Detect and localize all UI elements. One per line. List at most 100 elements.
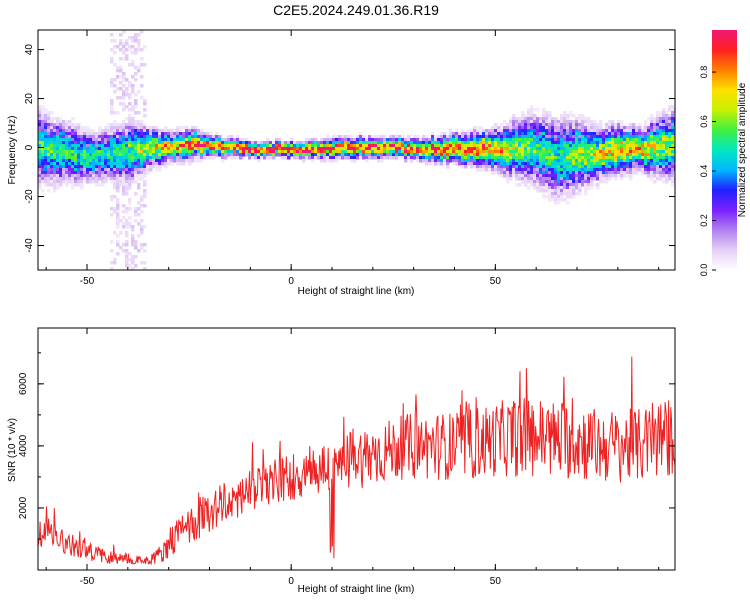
spectrogram-cell bbox=[518, 126, 522, 130]
y-tick-label: 2000 bbox=[18, 496, 29, 519]
spectrogram-cell bbox=[404, 150, 408, 154]
spectrogram-cell bbox=[470, 153, 474, 157]
spectrogram-cell bbox=[557, 156, 561, 160]
spectrogram-cell bbox=[554, 117, 558, 121]
spectrogram-cell bbox=[551, 183, 555, 187]
spectrogram-cell bbox=[311, 159, 315, 163]
spectrogram-cell bbox=[221, 138, 225, 142]
spectrogram-cell bbox=[185, 150, 189, 154]
spectrogram-cell bbox=[365, 144, 369, 148]
spectrogram-cell bbox=[173, 138, 177, 142]
spectrogram-cell bbox=[638, 126, 642, 130]
spectrogram-cell bbox=[536, 165, 540, 169]
spectrogram-cell bbox=[311, 141, 315, 145]
spectrogram-cell bbox=[113, 159, 117, 163]
spectrogram-cell bbox=[575, 171, 579, 175]
spectrogram-cell bbox=[656, 138, 660, 142]
spectrogram-cell bbox=[44, 135, 48, 139]
spectrogram-cell bbox=[623, 138, 627, 142]
spectrogram-cell bbox=[428, 162, 432, 166]
spectrogram-cell bbox=[569, 180, 573, 184]
spectrogram-cell bbox=[224, 156, 228, 160]
spectrogram-cell bbox=[497, 168, 501, 172]
spectrogram-cell bbox=[527, 114, 531, 118]
spectrogram-cell bbox=[305, 150, 309, 154]
spectrogram-cell bbox=[323, 138, 327, 142]
spectrogram-cell bbox=[122, 168, 126, 172]
spectrogram-cell bbox=[500, 153, 504, 157]
spectrogram-cell bbox=[569, 171, 573, 175]
spectrogram-cell bbox=[575, 153, 579, 157]
spectrogram-cell bbox=[143, 102, 147, 106]
spectrogram-cell bbox=[521, 111, 525, 115]
spectrogram-cell bbox=[593, 165, 597, 169]
spectrogram-cell bbox=[614, 135, 618, 139]
spectrogram-cell bbox=[380, 141, 384, 145]
spectrogram-cell bbox=[323, 153, 327, 157]
spectrogram-cell bbox=[290, 153, 294, 157]
spectrogram-cell bbox=[647, 129, 651, 133]
spectrogram-cell bbox=[602, 141, 606, 145]
spectrogram-cell bbox=[377, 153, 381, 157]
spectrogram-cell bbox=[122, 174, 126, 178]
spectrogram-cell bbox=[653, 153, 657, 157]
spectrogram-cell bbox=[86, 156, 90, 160]
spectrogram-cell bbox=[632, 129, 636, 133]
spectrogram-cell bbox=[629, 177, 633, 181]
spectrogram-cell bbox=[164, 165, 168, 169]
spectrogram-cell bbox=[308, 150, 312, 154]
spectrogram-cell bbox=[377, 147, 381, 151]
spectrogram-cell bbox=[557, 138, 561, 142]
spectrogram-cell bbox=[113, 126, 117, 130]
spectrogram-cell bbox=[296, 144, 300, 148]
spectrogram-cell bbox=[146, 129, 150, 133]
spectrogram-cell bbox=[578, 189, 582, 193]
spectrogram-cell bbox=[59, 162, 63, 166]
spectrogram-cell bbox=[101, 132, 105, 136]
spectrogram-cell bbox=[122, 171, 126, 175]
spectrogram-cell bbox=[491, 141, 495, 145]
spectrogram-cell bbox=[47, 165, 51, 169]
spectrogram-cell bbox=[140, 177, 144, 181]
spectrogram-cell bbox=[116, 210, 120, 214]
spectrogram-cell bbox=[323, 144, 327, 148]
spectrogram-cell bbox=[68, 135, 72, 139]
spectrogram-cell bbox=[647, 135, 651, 139]
spectrogram-cell bbox=[617, 144, 621, 148]
spectrogram-cell bbox=[125, 192, 129, 196]
spectrogram-cell bbox=[131, 156, 135, 160]
spectrogram-cell bbox=[131, 75, 135, 79]
spectrogram-cell bbox=[632, 147, 636, 151]
spectrogram-cell bbox=[104, 159, 108, 163]
spectrogram-cell bbox=[599, 162, 603, 166]
spectrogram-cell bbox=[215, 135, 219, 139]
spectrogram-cell bbox=[590, 141, 594, 145]
spectrogram-cell bbox=[596, 162, 600, 166]
spectrogram-cell bbox=[113, 195, 117, 199]
spectrogram-cell bbox=[290, 150, 294, 154]
spectrogram-cell bbox=[206, 147, 210, 151]
spectrogram-cell bbox=[38, 141, 42, 145]
spectrogram-cell bbox=[86, 132, 90, 136]
spectrogram-cell bbox=[254, 147, 258, 151]
spectrogram-cell bbox=[389, 156, 393, 160]
spectrogram-cell bbox=[554, 132, 558, 136]
spectrogram-cell bbox=[245, 150, 249, 154]
spectrogram-cell bbox=[122, 162, 126, 166]
spectrogram-cell bbox=[608, 123, 612, 127]
spectrogram-cell bbox=[395, 135, 399, 139]
spectrogram-cell bbox=[188, 129, 192, 133]
spectrogram-cell bbox=[77, 168, 81, 172]
spectrogram-cell bbox=[596, 141, 600, 145]
spectrogram-cell bbox=[50, 132, 54, 136]
spectrogram-cell bbox=[356, 150, 360, 154]
spectrogram-cell bbox=[545, 159, 549, 163]
spectrogram-cell bbox=[605, 174, 609, 178]
spectrogram-cell bbox=[359, 150, 363, 154]
spectrogram-cell bbox=[554, 159, 558, 163]
spectrogram-cell bbox=[209, 147, 213, 151]
spectrogram-cell bbox=[551, 162, 555, 166]
spectrogram-cell bbox=[143, 123, 147, 127]
spectrogram-cell bbox=[200, 138, 204, 142]
spectrogram-cell bbox=[533, 147, 537, 151]
